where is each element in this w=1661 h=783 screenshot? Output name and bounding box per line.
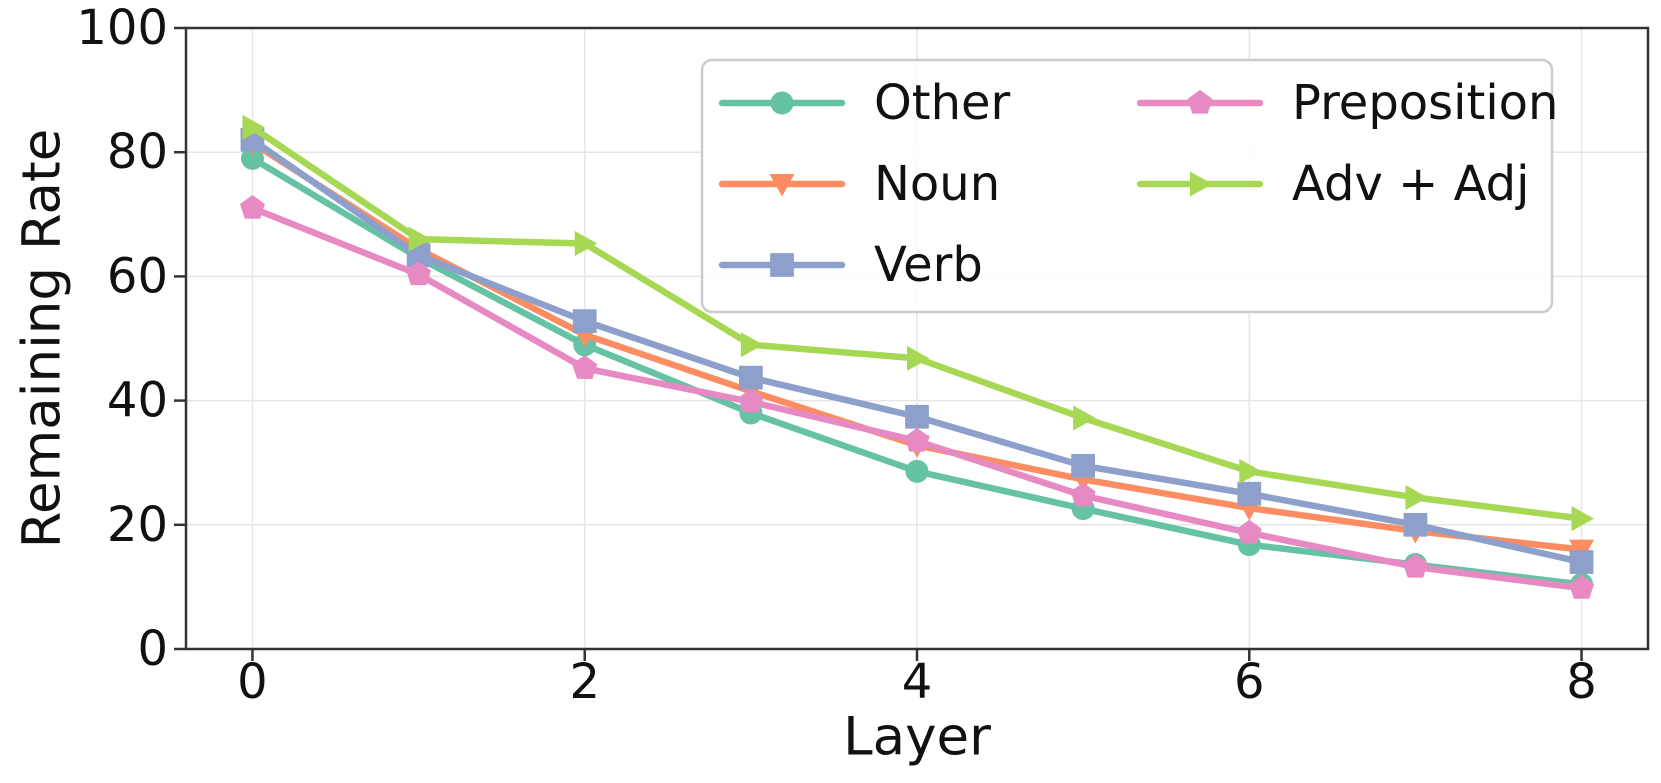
x-tick-label: 8 xyxy=(1566,654,1597,710)
data-point-preposition xyxy=(1070,482,1096,507)
legend-box xyxy=(700,58,1554,314)
data-point-verb xyxy=(572,309,597,333)
data-point-preposition xyxy=(572,355,598,379)
data-point-adv-adj xyxy=(1405,484,1428,510)
data-point-verb xyxy=(738,365,763,390)
series-preposition xyxy=(239,194,1595,599)
x-tick-label: 2 xyxy=(569,654,600,710)
y-tick-label: 0 xyxy=(137,621,168,677)
data-point-adv-adj xyxy=(574,230,598,256)
legend-marker-verb xyxy=(770,253,794,277)
data-point-preposition xyxy=(239,194,265,219)
legend-marker-preposition xyxy=(1187,89,1213,114)
legend-label-verb: Verb xyxy=(874,237,983,293)
y-axis-label: Remaining Rate xyxy=(12,129,73,549)
x-tick-label: 4 xyxy=(902,654,933,710)
y-tick-label: 20 xyxy=(107,497,168,553)
data-point-other xyxy=(905,459,929,483)
data-point-adv-adj xyxy=(1073,405,1096,431)
legend-item-other: Other xyxy=(718,75,1011,131)
data-point-adv-adj xyxy=(242,114,265,140)
y-tick-label: 60 xyxy=(107,248,168,304)
data-point-adv-adj xyxy=(408,226,432,252)
data-point-verb xyxy=(1569,550,1594,574)
data-point-verb xyxy=(1403,512,1428,537)
data-point-adv-adj xyxy=(907,345,930,371)
legend-item-verb: Verb xyxy=(718,237,983,293)
data-point-adv-adj xyxy=(1571,506,1595,532)
x-tick-label: 0 xyxy=(237,654,268,710)
data-point-verb xyxy=(1071,453,1096,478)
data-point-preposition xyxy=(738,388,764,413)
legend-marker-noun xyxy=(769,174,795,197)
data-point-adv-adj xyxy=(1239,458,1262,484)
y-tick-label: 40 xyxy=(107,373,168,429)
legend-label-other: Other xyxy=(874,75,1011,131)
legend-label-noun: Noun xyxy=(874,156,1000,212)
legend-item-adv-adj: Adv + Adj xyxy=(1136,156,1529,212)
series-group xyxy=(239,114,1595,599)
legend-label-adv-adj: Adv + Adj xyxy=(1292,156,1529,212)
data-point-other xyxy=(240,146,264,170)
data-point-verb xyxy=(905,404,929,429)
series-adv-adj xyxy=(242,114,1595,532)
y-tick-label: 100 xyxy=(76,0,168,56)
y-tick-label: 80 xyxy=(107,124,168,180)
legend-marker-other xyxy=(770,91,794,115)
data-point-preposition xyxy=(904,427,930,452)
legend-item-noun: Noun xyxy=(718,156,1000,212)
data-point-preposition xyxy=(406,261,432,286)
legend: Other Noun Verb Preposition Adv + Adj xyxy=(700,58,1558,314)
data-point-preposition xyxy=(1402,553,1428,578)
legend-label-preposition: Preposition xyxy=(1292,75,1558,131)
legend-item-preposition: Preposition xyxy=(1136,75,1558,131)
data-point-verb xyxy=(1237,481,1262,506)
data-point-preposition xyxy=(1569,575,1595,599)
data-point-preposition xyxy=(1236,519,1262,544)
x-axis-label: Layer xyxy=(843,707,991,768)
data-point-adv-adj xyxy=(740,332,764,358)
legend-marker-adv-adj xyxy=(1190,171,1213,197)
x-tick-label: 6 xyxy=(1234,654,1265,710)
